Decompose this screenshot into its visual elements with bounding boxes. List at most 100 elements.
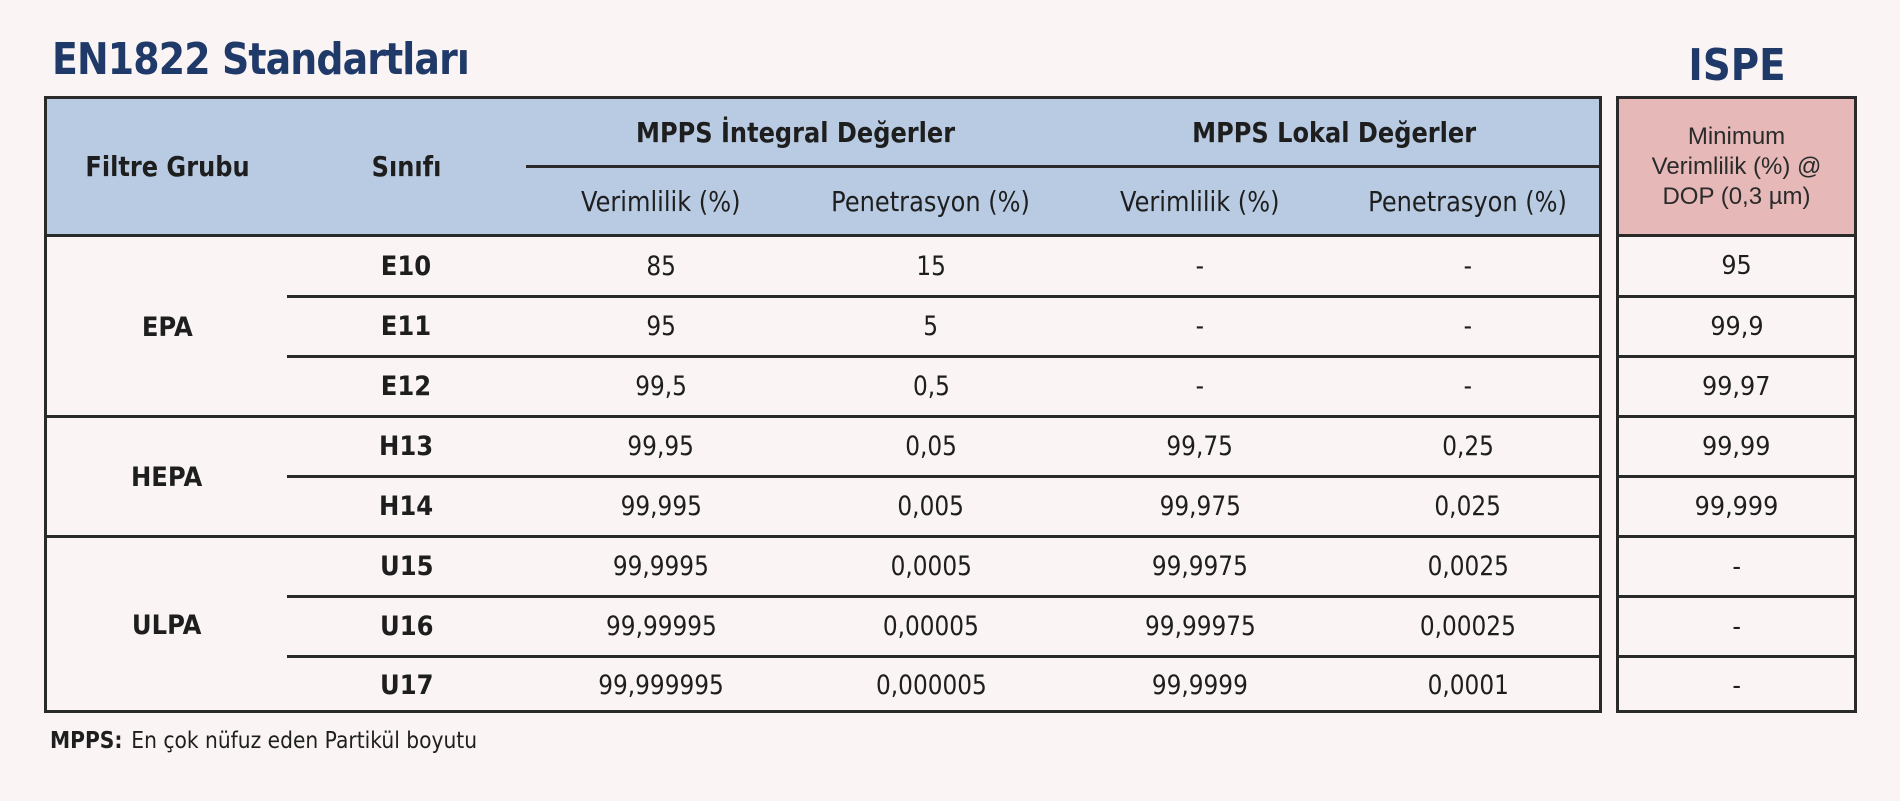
table-header: Filtre Grubu Sınıfı MPPS İntegral Değerl… bbox=[47, 99, 1599, 237]
class-cell: U16 bbox=[379, 611, 434, 642]
local-efficiency-cell: 99,975 bbox=[1159, 491, 1241, 522]
header-integral-efficiency-label: Verimlilik (%) bbox=[581, 184, 741, 218]
class-cell: U17 bbox=[379, 670, 434, 701]
integral-penetration-cell: 0,5 bbox=[912, 371, 950, 402]
header-integral-group-label: MPPS İntegral Değerler bbox=[636, 115, 956, 149]
integral-efficiency-cell: 99,99995 bbox=[605, 611, 717, 642]
header-divider bbox=[526, 165, 1599, 168]
local-efficiency-cell: - bbox=[1195, 371, 1205, 402]
group-divider bbox=[47, 415, 1599, 418]
group-label: EPA bbox=[141, 311, 193, 343]
ispe-row: - bbox=[1619, 658, 1854, 713]
group-epa: EPA bbox=[47, 237, 287, 417]
ispe-header-line: Verimlilik (%) @ bbox=[1651, 152, 1822, 180]
header-local-group: MPPS Lokal Değerler bbox=[1066, 99, 1602, 165]
integral-penetration-cell: 15 bbox=[916, 250, 946, 282]
header-integral-penetration-label: Penetrasyon (%) bbox=[831, 184, 1031, 218]
ispe-header-line: Minimum bbox=[1687, 122, 1786, 150]
local-penetration-cell: - bbox=[1463, 311, 1473, 342]
ispe-value-cell: 99,9 bbox=[1709, 311, 1764, 342]
ispe-value-cell: - bbox=[1732, 611, 1741, 642]
integral-penetration-cell: 5 bbox=[923, 311, 939, 342]
header-local-efficiency-label: Verimlilik (%) bbox=[1120, 184, 1280, 218]
row-divider bbox=[1619, 415, 1854, 418]
row-divider bbox=[287, 295, 1599, 298]
integral-penetration-cell: 0,00005 bbox=[882, 611, 980, 642]
ispe-value-cell: - bbox=[1732, 551, 1741, 582]
ispe-value-cell: - bbox=[1732, 670, 1741, 701]
header-local-penetration-label: Penetrasyon (%) bbox=[1368, 184, 1568, 218]
ispe-value-cell: 95 bbox=[1721, 251, 1752, 281]
row-divider bbox=[287, 355, 1599, 358]
class-cell: H13 bbox=[379, 431, 434, 462]
header-local-penetration: Penetrasyon (%) bbox=[1334, 168, 1602, 234]
local-efficiency-cell: - bbox=[1195, 311, 1205, 342]
ispe-row: - bbox=[1619, 538, 1854, 595]
header-local-group-label: MPPS Lokal Değerler bbox=[1191, 115, 1476, 149]
class-cell: H14 bbox=[379, 491, 434, 522]
integral-penetration-cell: 0,000005 bbox=[875, 670, 987, 701]
row-divider bbox=[287, 475, 1599, 478]
row-divider bbox=[287, 655, 1599, 658]
group-label: ULPA bbox=[132, 609, 202, 641]
local-penetration-cell: 0,00025 bbox=[1419, 611, 1517, 642]
local-efficiency-cell: 99,99975 bbox=[1144, 611, 1256, 642]
header-integral-efficiency: Verimlilik (%) bbox=[526, 168, 796, 234]
en1822-table: Filtre Grubu Sınıfı MPPS İntegral Değerl… bbox=[44, 96, 1602, 713]
ispe-row: 99,99 bbox=[1619, 418, 1854, 475]
header-integral-group: MPPS İntegral Değerler bbox=[526, 99, 1066, 165]
group-ulpa: ULPA bbox=[47, 537, 287, 713]
ispe-row: - bbox=[1619, 598, 1854, 655]
header-class: Sınıfı bbox=[287, 99, 526, 234]
ispe-value-cell: 99,99 bbox=[1702, 431, 1771, 462]
ispe-row: 99,97 bbox=[1619, 358, 1854, 415]
row-divider bbox=[1619, 535, 1854, 538]
local-efficiency-cell: 99,9975 bbox=[1151, 551, 1249, 582]
integral-penetration-cell: 0,0005 bbox=[890, 551, 972, 582]
ispe-value-cell: 99,97 bbox=[1702, 371, 1771, 402]
header-class-label: Sınıfı bbox=[371, 150, 442, 183]
local-efficiency-cell: 99,9999 bbox=[1151, 670, 1249, 701]
header-local-efficiency: Verimlilik (%) bbox=[1066, 168, 1334, 234]
row-divider bbox=[1619, 595, 1854, 598]
ispe-value-cell: 99,999 bbox=[1694, 491, 1779, 522]
ispe-row: 95 bbox=[1619, 237, 1854, 295]
integral-efficiency-cell: 99,995 bbox=[620, 491, 702, 522]
row-divider bbox=[1619, 475, 1854, 478]
integral-efficiency-cell: 99,9995 bbox=[612, 551, 710, 582]
ispe-table: Minimum Verimlilik (%) @ DOP (0,3 µm) 95… bbox=[1616, 96, 1857, 713]
header-filter-group: Filtre Grubu bbox=[47, 99, 287, 234]
integral-efficiency-cell: 99,5 bbox=[635, 371, 687, 402]
local-penetration-cell: 0,025 bbox=[1434, 491, 1502, 522]
ispe-header-line: DOP (0,3 µm) bbox=[1662, 182, 1811, 210]
footnote-label: MPPS: bbox=[50, 728, 123, 754]
local-efficiency-cell: - bbox=[1195, 250, 1205, 282]
local-penetration-cell: - bbox=[1463, 371, 1473, 402]
integral-efficiency-cell: 99,95 bbox=[627, 431, 695, 462]
row-divider bbox=[1619, 655, 1854, 658]
integral-efficiency-cell: 99,999995 bbox=[598, 670, 724, 701]
class-cell: E12 bbox=[381, 371, 432, 402]
local-penetration-cell: 0,0025 bbox=[1427, 551, 1509, 582]
row-divider bbox=[1619, 295, 1854, 298]
integral-penetration-cell: 0,005 bbox=[897, 491, 965, 522]
integral-penetration-cell: 0,05 bbox=[905, 431, 957, 462]
local-penetration-cell: 0,0001 bbox=[1427, 670, 1509, 701]
local-penetration-cell: - bbox=[1463, 250, 1473, 282]
ispe-title: ISPE bbox=[1688, 40, 1786, 91]
footnote: MPPS: En çok nüfuz eden Partikül boyutu bbox=[50, 728, 477, 754]
row-divider bbox=[287, 595, 1599, 598]
row-divider bbox=[1619, 355, 1854, 358]
local-penetration-cell: 0,25 bbox=[1442, 431, 1494, 462]
group-divider bbox=[47, 535, 1599, 538]
footnote-text: En çok nüfuz eden Partikül boyutu bbox=[131, 728, 478, 754]
integral-efficiency-cell: 85 bbox=[646, 250, 676, 282]
header-integral-penetration: Penetrasyon (%) bbox=[796, 168, 1066, 234]
ispe-header: Minimum Verimlilik (%) @ DOP (0,3 µm) bbox=[1619, 99, 1854, 237]
ispe-row: 99,999 bbox=[1619, 478, 1854, 535]
integral-efficiency-cell: 95 bbox=[646, 311, 676, 342]
group-hepa: HEPA bbox=[47, 417, 287, 537]
local-efficiency-cell: 99,75 bbox=[1166, 431, 1234, 462]
page-title: EN1822 Standartları bbox=[52, 34, 470, 85]
group-label: HEPA bbox=[131, 461, 203, 493]
